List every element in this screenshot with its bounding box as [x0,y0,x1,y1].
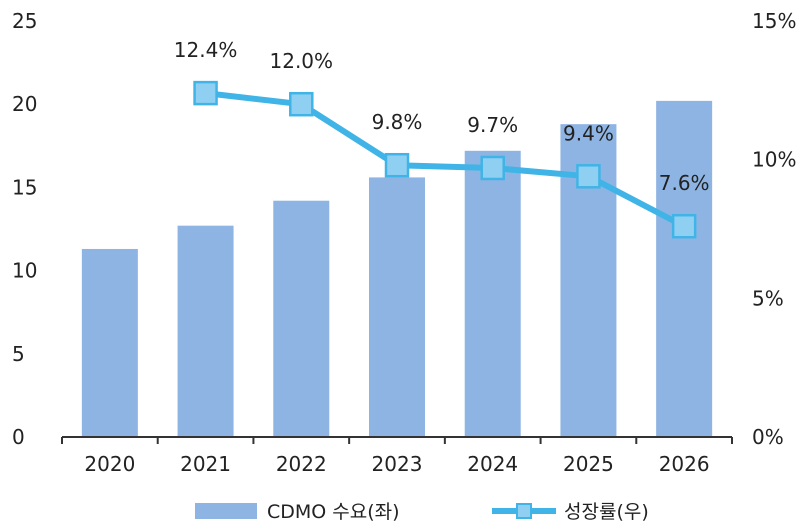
data-label: 12.4% [174,38,238,62]
right-y-tick-label: 5% [752,286,784,310]
x-tick-label: 2021 [180,452,231,476]
x-tick-label: 2026 [659,452,710,476]
legend: CDMO 수요(좌) 성장률(우) [195,501,649,523]
right-y-tick-label: 10% [752,148,796,172]
x-tick-label: 2023 [372,452,423,476]
legend-bar-swatch [195,503,257,519]
growth-line [205,90,686,229]
left-y-axis: 0 5 10 15 20 25 [12,9,37,449]
bar [369,177,425,437]
left-y-tick-label: 10 [12,259,37,283]
bar [177,225,234,437]
left-y-tick-label: 20 [12,92,37,116]
legend-line-label: 성장률(우) [564,501,649,523]
x-tick-label: 2020 [84,452,135,476]
right-y-axis: 0% 5% 10% 15% [752,9,796,449]
data-label: 12.0% [270,49,334,73]
right-y-tick-label: 0% [752,425,784,449]
line-marker [289,91,314,117]
line-marker [193,80,218,106]
data-label: 9.7% [467,113,518,137]
x-tick-label: 2025 [563,452,614,476]
left-y-tick-label: 5 [12,342,25,366]
line-marker [671,213,697,239]
line-marker [384,152,410,178]
x-tick-label: 2024 [467,452,518,476]
bar [656,100,713,437]
data-label: 7.6% [659,171,710,195]
x-axis-ticks: 2020 2021 2022 2023 2024 2025 2026 [61,437,733,476]
x-tick-label: 2022 [276,452,327,476]
left-y-tick-label: 0 [12,425,25,449]
line-marker [576,164,601,189]
line-series: 12.4% 12.0% 9.8% 9.7% 9.4% 7.6% [174,38,710,239]
left-y-tick-label: 25 [12,9,37,33]
data-label: 9.8% [372,110,423,134]
line-marker [480,155,505,181]
legend-marker-swatch [516,503,532,519]
bar [273,200,330,437]
data-label: 9.4% [563,121,614,145]
right-y-tick-label: 15% [752,9,796,33]
bar-series [81,100,713,438]
legend-bar-label: CDMO 수요(좌) [267,501,400,523]
left-y-tick-label: 15 [12,175,37,199]
bar [81,248,138,437]
bar [464,150,521,438]
